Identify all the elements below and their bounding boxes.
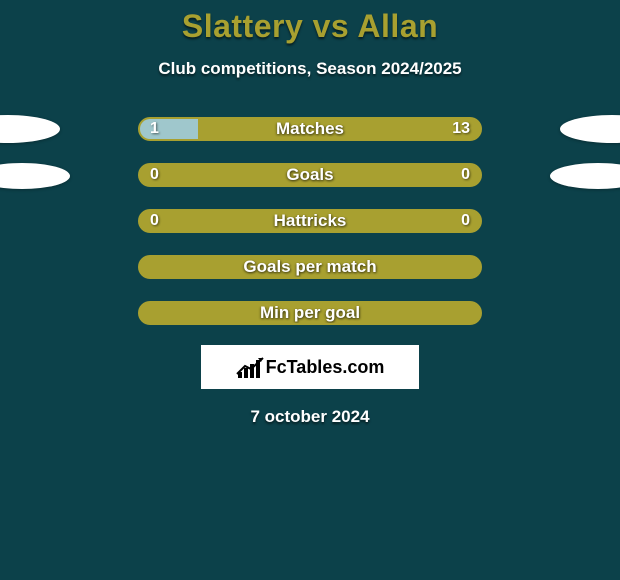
date-label: 7 october 2024: [0, 407, 620, 427]
logo-chart-icon: [236, 356, 264, 378]
stat-row: Goals0 0: [0, 163, 620, 187]
logo-text: FcTables.com: [266, 357, 385, 378]
stat-label: Goals: [140, 165, 480, 185]
stat-label: Hattricks: [140, 211, 480, 231]
player-right-avatar: [560, 115, 620, 143]
stat-bar: Goals0 0: [138, 163, 482, 187]
stat-label: Min per goal: [140, 303, 480, 323]
stat-bar: Min per goal: [138, 301, 482, 325]
stat-row: Hattricks0 0: [0, 209, 620, 233]
stat-label: Goals per match: [140, 257, 480, 277]
stat-value-left: 0: [150, 212, 159, 230]
stat-bar: Hattricks0 0: [138, 209, 482, 233]
page-title: Slattery vs Allan: [0, 0, 620, 45]
player-right-avatar: [550, 163, 620, 189]
subtitle: Club competitions, Season 2024/2025: [0, 59, 620, 79]
stat-rows: Matches113Goals00Hattricks00Goals per ma…: [0, 117, 620, 325]
stat-value-right: 0: [461, 166, 470, 184]
stat-bar: Goals per match: [138, 255, 482, 279]
stat-value-left: 0: [150, 166, 159, 184]
stat-bar-fill-left: [140, 119, 198, 139]
stat-row: Min per goal: [0, 301, 620, 325]
stat-row: Goals per match: [0, 255, 620, 279]
stat-value-right: 13: [452, 120, 470, 138]
player-left-avatar: [0, 115, 60, 143]
comparison-canvas: Slattery vs Allan Club competitions, Sea…: [0, 0, 620, 580]
stat-value-right: 0: [461, 212, 470, 230]
logo: FcTables.com: [201, 345, 419, 389]
player-left-avatar: [0, 163, 70, 189]
stat-bar: Matches113: [138, 117, 482, 141]
stat-row: Matches113: [0, 117, 620, 141]
